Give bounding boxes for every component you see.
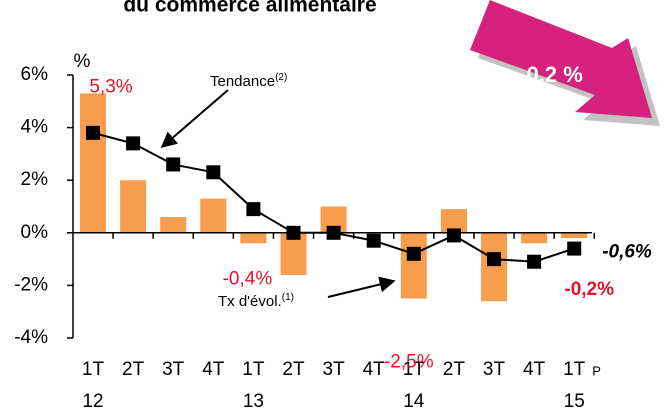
y-unit: %	[74, 51, 91, 72]
bar	[240, 232, 267, 244]
bar	[120, 180, 147, 233]
trend-marker	[527, 254, 542, 269]
bar-value-label: -2,5%	[384, 352, 434, 373]
callout-text: - 0,2 %	[513, 62, 583, 87]
x-tick-label: 1T	[563, 359, 586, 380]
callout-arrow	[470, 0, 652, 118]
series-annotation: Tendance(2)	[210, 72, 287, 90]
annotation-arrow	[327, 276, 396, 298]
bar	[200, 198, 227, 233]
series-annotation: Tx d'évol.(1)	[218, 292, 294, 310]
bar	[280, 232, 307, 275]
x-tick-label: 1T	[82, 359, 105, 380]
bar	[521, 232, 548, 244]
trend-marker	[126, 136, 141, 151]
x-tick-label: 3T	[162, 359, 185, 380]
x-tick-label: 1T	[242, 359, 265, 380]
y-tick-label: -2%	[14, 274, 48, 295]
x-tick-label: 3T	[323, 359, 346, 380]
x-tick-label: 1T	[403, 359, 426, 380]
trend-marker	[246, 202, 261, 217]
chart-title: du commerce alimentaire	[123, 0, 376, 17]
x-tick-label: 2T	[282, 359, 305, 380]
bar	[440, 209, 467, 233]
trend-marker	[206, 165, 221, 180]
bar-value-label: 5,3%	[89, 76, 132, 97]
series-name: Tx d'évol.	[218, 293, 282, 310]
x-year-label: 12	[82, 391, 103, 409]
series-name: Tendance	[210, 73, 275, 90]
bar	[160, 217, 187, 233]
bar-value-label: -0,2%	[564, 279, 614, 300]
annotation-arrow	[160, 89, 229, 149]
y-tick-label: 0%	[21, 222, 49, 243]
x-year-label: 15	[564, 391, 585, 409]
bar	[561, 232, 588, 239]
x-year-label: 14	[403, 391, 425, 409]
trend-marker	[286, 225, 301, 240]
trend-marker	[567, 241, 582, 256]
trend-marker	[86, 125, 100, 140]
bar-value-label: -0,4%	[223, 268, 273, 289]
x-tick-label: 4T	[523, 359, 546, 380]
x-tick-label: 4T	[363, 359, 386, 380]
bar	[481, 232, 507, 302]
trend-marker	[366, 233, 381, 248]
trend-marker	[446, 228, 461, 243]
y-tick-label: 6%	[21, 64, 49, 85]
x-note: P	[592, 363, 601, 378]
x-tick-label: 2T	[122, 359, 145, 380]
line-value-label: -0,6%	[602, 242, 652, 263]
y-tick-label: -4%	[14, 327, 48, 348]
x-tick-label: 4T	[202, 359, 225, 380]
x-year-label: 13	[243, 391, 264, 409]
trend-marker	[406, 246, 421, 261]
bar	[80, 93, 106, 233]
series-name-sup: (2)	[275, 72, 287, 83]
bar	[400, 232, 427, 299]
series-name-sup: (1)	[282, 292, 294, 303]
trend-marker	[326, 225, 341, 240]
x-tick-label: 2T	[443, 359, 466, 380]
trend-marker	[166, 157, 181, 172]
y-tick-label: 4%	[21, 117, 49, 138]
y-tick-label: 2%	[21, 169, 49, 190]
x-tick-label: 3T	[483, 359, 506, 380]
trend-marker	[487, 252, 501, 267]
